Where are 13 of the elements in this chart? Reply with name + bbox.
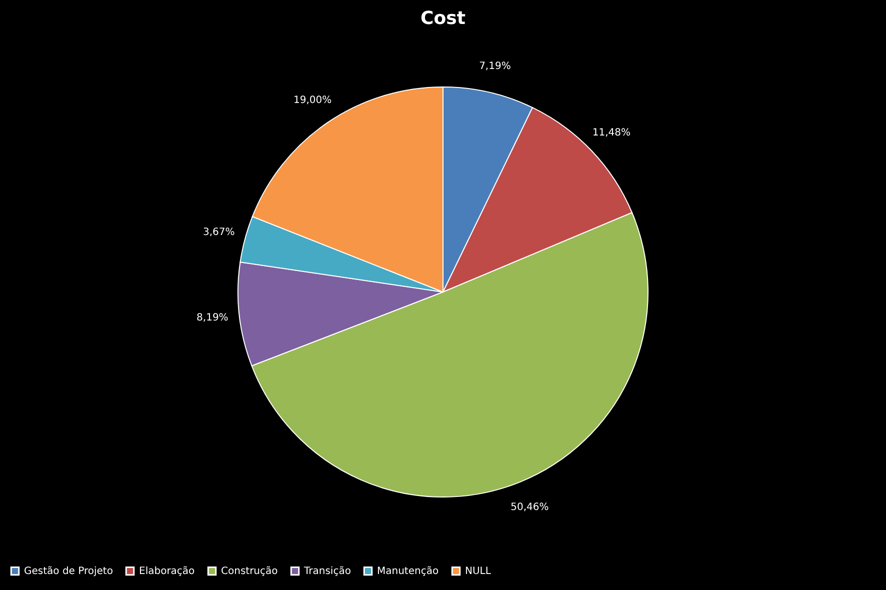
data-label: 19,00% xyxy=(294,95,332,106)
data-label: 11,48% xyxy=(592,127,631,138)
legend-label: Construção xyxy=(221,566,278,578)
chart-title: Cost xyxy=(420,8,466,29)
legend-label: NULL xyxy=(465,566,492,578)
legend-label: Gestão de Projeto xyxy=(24,566,113,578)
data-label: 3,67% xyxy=(203,227,235,238)
legend-label: Transição xyxy=(303,566,351,578)
data-label: 50,46% xyxy=(510,502,549,514)
data-label: 8,19% xyxy=(196,312,228,324)
legend-label: Manutenção xyxy=(377,566,439,578)
data-label: 7,19% xyxy=(479,60,511,72)
legend-label: Elaboração xyxy=(139,566,195,578)
